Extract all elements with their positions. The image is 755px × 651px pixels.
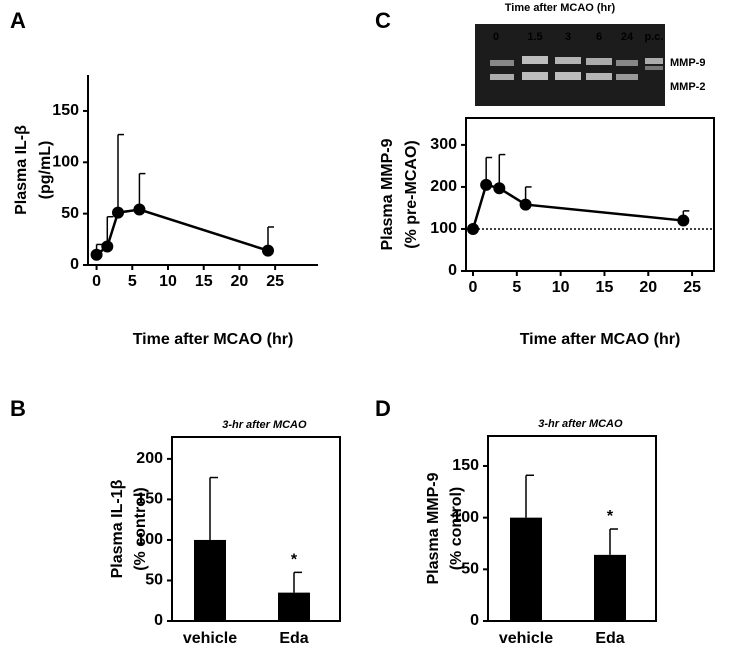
- x-tick-label: 0: [92, 273, 101, 290]
- y-axis-title: Plasma MMP-9: [425, 472, 442, 584]
- x-tick-label: 15: [596, 279, 614, 296]
- y-axis-title: (% control): [448, 487, 465, 571]
- x-tick-label: 20: [231, 273, 249, 290]
- y-tick-label: 50: [61, 205, 79, 222]
- x-tick-label: 25: [266, 273, 284, 290]
- gel-lane-label: 24: [621, 31, 634, 43]
- data-point: [90, 248, 103, 261]
- bar: [510, 517, 542, 621]
- annotation: 3-hr after MCAO: [538, 418, 623, 430]
- bar: [194, 539, 226, 621]
- y-axis-title: Plasma IL-β: [13, 125, 30, 215]
- y-tick-label: 0: [448, 262, 457, 279]
- x-tick-label: vehicle: [499, 630, 553, 647]
- data-point: [493, 182, 506, 195]
- y-tick-label: 150: [52, 102, 79, 119]
- y-axis-title: Plasma MMP-9: [379, 138, 396, 250]
- data-point: [262, 244, 274, 257]
- x-tick-label: 10: [552, 279, 570, 296]
- y-tick-label: 300: [430, 136, 457, 153]
- data-point: [519, 198, 532, 211]
- bar: [278, 592, 310, 621]
- y-tick-label: 100: [52, 154, 79, 171]
- data-point: [467, 222, 480, 235]
- gel-title: Time after MCAO (hr): [505, 2, 616, 14]
- plot-frame: [171, 436, 341, 622]
- panel-label: D: [375, 396, 391, 421]
- x-tick-label: 10: [159, 273, 177, 290]
- x-tick-label: Eda: [279, 630, 308, 647]
- y-tick-label: 0: [154, 612, 163, 629]
- panel-label: C: [375, 8, 391, 33]
- data-point: [480, 178, 493, 191]
- x-tick-label: 0: [469, 279, 478, 296]
- y-tick-label: 100: [452, 509, 479, 526]
- panel-label: B: [10, 396, 26, 421]
- plot-frame: [465, 117, 715, 272]
- bar: [594, 554, 626, 621]
- data-point: [677, 214, 690, 227]
- data-point: [101, 240, 114, 253]
- x-tick-label: 5: [128, 273, 137, 290]
- annotation: 3-hr after MCAO: [222, 419, 307, 431]
- plot-frame: [487, 435, 657, 622]
- x-tick-label: Eda: [595, 630, 624, 647]
- gel-lane-label: 6: [596, 31, 602, 43]
- y-tick-label: 100: [430, 220, 457, 237]
- y-tick-label: 50: [461, 561, 479, 578]
- data-point: [133, 203, 146, 216]
- x-tick-label: 15: [195, 273, 213, 290]
- x-tick-label: 5: [512, 279, 521, 296]
- x-axis-title: Time after MCAO (hr): [133, 331, 294, 348]
- gel-band-label: MMP-2: [670, 81, 705, 93]
- y-tick-label: 0: [70, 256, 79, 273]
- y-tick-label: 0: [470, 612, 479, 629]
- y-tick-label: 200: [136, 450, 163, 467]
- y-tick-label: 150: [452, 457, 479, 474]
- y-axis-title: (pg/mL): [37, 141, 54, 200]
- y-axis-title: Plasma IL-1β: [109, 479, 126, 578]
- x-tick-label: 25: [683, 279, 701, 296]
- y-axis-title: (% pre-MCAO): [403, 140, 420, 248]
- y-tick-label: 150: [136, 491, 163, 508]
- gel-lane-label: 1.5: [527, 31, 542, 43]
- y-tick-label: 200: [430, 178, 457, 195]
- significance-mark: *: [607, 508, 614, 525]
- gel-lane-label: 3: [565, 31, 571, 43]
- gel-lane-label: 0: [493, 31, 499, 43]
- panel-label: A: [10, 8, 26, 33]
- significance-mark: *: [291, 552, 298, 569]
- y-axis-title: (% control): [132, 487, 149, 571]
- y-tick-label: 100: [136, 531, 163, 548]
- x-tick-label: vehicle: [183, 630, 237, 647]
- x-axis-title: Time after MCAO (hr): [520, 331, 681, 348]
- data-point: [112, 206, 124, 219]
- gel-band-label: MMP-9: [670, 57, 705, 69]
- x-tick-label: 20: [639, 279, 657, 296]
- gel-bands: [490, 56, 663, 80]
- gel-lane-label: p.c.: [645, 31, 664, 43]
- y-tick-label: 50: [145, 572, 163, 589]
- data-line: [471, 183, 684, 230]
